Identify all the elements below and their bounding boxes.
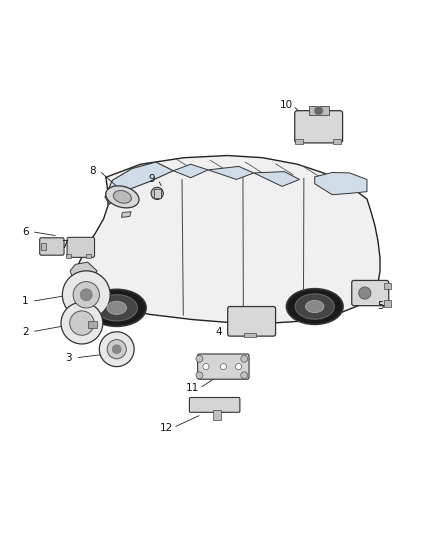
Bar	[309, 107, 328, 115]
Circle shape	[70, 311, 94, 335]
Bar	[86, 254, 91, 258]
Circle shape	[151, 187, 163, 199]
FancyBboxPatch shape	[198, 354, 249, 379]
Circle shape	[203, 364, 209, 370]
Circle shape	[99, 332, 134, 367]
Bar	[88, 321, 97, 328]
Polygon shape	[105, 162, 173, 204]
Bar	[384, 301, 391, 306]
Bar	[154, 189, 161, 198]
Circle shape	[61, 302, 103, 344]
Bar	[244, 333, 256, 337]
Text: 3: 3	[66, 353, 72, 363]
FancyBboxPatch shape	[228, 306, 276, 336]
Polygon shape	[69, 156, 380, 323]
Polygon shape	[254, 172, 300, 187]
Polygon shape	[121, 212, 131, 217]
Bar	[213, 410, 221, 419]
Polygon shape	[173, 164, 208, 177]
Text: 8: 8	[89, 166, 96, 176]
Text: 12: 12	[160, 423, 173, 433]
Ellipse shape	[295, 294, 334, 319]
Circle shape	[80, 289, 92, 301]
Bar	[333, 139, 341, 144]
Ellipse shape	[113, 190, 131, 203]
FancyBboxPatch shape	[189, 398, 240, 413]
Text: 9: 9	[148, 174, 155, 184]
Circle shape	[359, 287, 371, 299]
Ellipse shape	[106, 186, 139, 208]
FancyBboxPatch shape	[295, 111, 343, 143]
Circle shape	[113, 345, 121, 353]
Polygon shape	[70, 262, 97, 286]
Bar	[66, 254, 71, 258]
Text: 11: 11	[186, 383, 200, 393]
Ellipse shape	[306, 301, 324, 313]
Text: 7: 7	[61, 240, 68, 250]
Bar	[41, 243, 46, 250]
Circle shape	[196, 372, 203, 379]
Circle shape	[314, 107, 323, 115]
Bar	[384, 283, 391, 289]
Circle shape	[196, 356, 203, 362]
Ellipse shape	[87, 289, 146, 326]
Circle shape	[220, 364, 226, 370]
FancyBboxPatch shape	[352, 280, 389, 305]
Text: 4: 4	[215, 327, 223, 337]
Text: 10: 10	[280, 100, 293, 110]
Text: 6: 6	[22, 227, 28, 237]
Ellipse shape	[286, 289, 343, 325]
Bar	[295, 139, 303, 144]
Circle shape	[62, 271, 110, 319]
Polygon shape	[315, 173, 367, 195]
Circle shape	[73, 281, 99, 308]
Circle shape	[236, 364, 242, 370]
Text: 1: 1	[22, 296, 28, 306]
FancyBboxPatch shape	[40, 238, 64, 255]
Circle shape	[241, 372, 248, 379]
Circle shape	[107, 340, 126, 359]
Text: 5: 5	[377, 301, 383, 311]
Polygon shape	[208, 166, 254, 180]
Text: 2: 2	[22, 327, 28, 337]
Circle shape	[241, 356, 248, 362]
FancyBboxPatch shape	[67, 237, 95, 257]
Ellipse shape	[96, 295, 138, 321]
Ellipse shape	[107, 301, 127, 314]
